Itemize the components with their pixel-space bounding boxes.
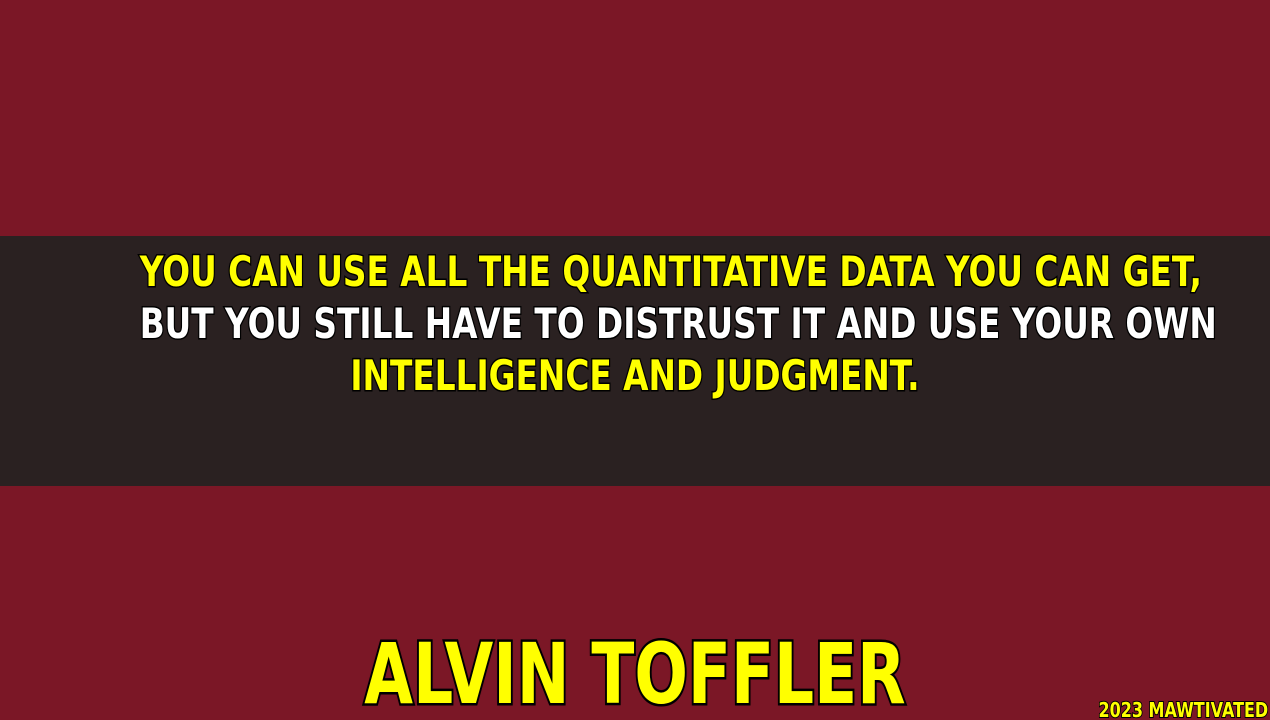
- quote-line-1: YOU CAN USE ALL THE QUANTITATIVE DATA YO…: [139, 246, 1204, 298]
- credit-watermark: 2023 MAWTIVATED: [1097, 697, 1268, 720]
- quote-text: YOU CAN USE ALL THE QUANTITATIVE DATA YO…: [139, 246, 1218, 402]
- quote-band: [0, 236, 1270, 486]
- author-name: ALVIN TOFFLER: [362, 623, 907, 720]
- quote-line-3: INTELLIGENCE AND JUDGMENT.: [349, 350, 921, 402]
- quote-line-2: BUT YOU STILL HAVE TO DISTRUST IT AND US…: [139, 298, 1218, 350]
